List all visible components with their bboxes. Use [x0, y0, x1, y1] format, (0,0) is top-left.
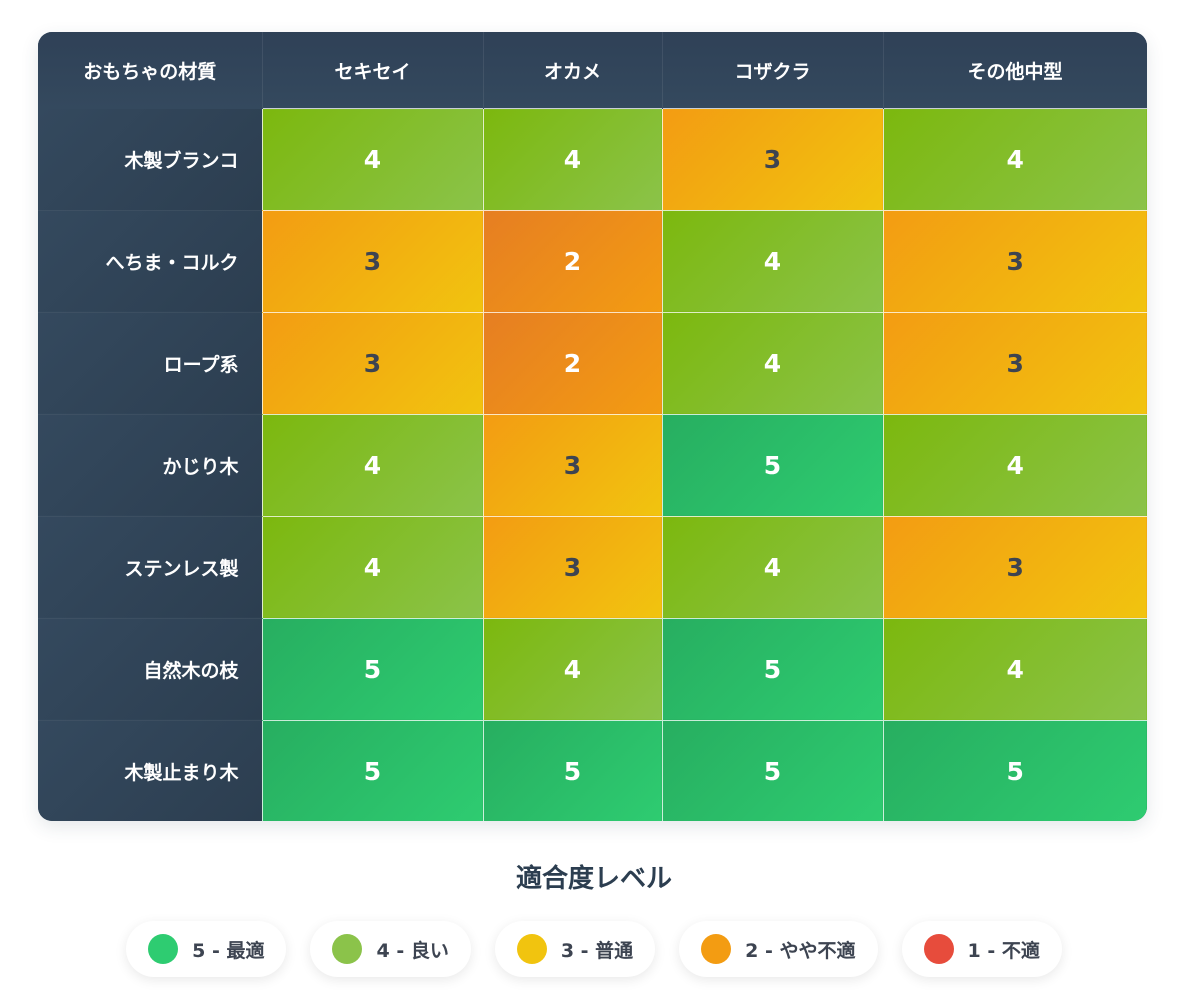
heatmap-cell: 3 — [261, 209, 483, 312]
heatmap-cell: 4 — [661, 515, 883, 618]
heatmap-cell: 4 — [661, 209, 883, 312]
heatmap-cell: 5 — [882, 719, 1147, 821]
heatmap-cell: 4 — [482, 108, 662, 210]
heatmap-cell: 3 — [882, 209, 1147, 312]
heatmap-cell: 4 — [261, 515, 483, 618]
heatmap-cell: 5 — [482, 719, 662, 821]
legend-item: 5 - 最適 — [126, 921, 287, 977]
heatmap-row: 自然木の枝 5 4 5 4 — [38, 617, 1147, 721]
row-header: ステンレス製 — [38, 516, 262, 619]
legend-swatch — [148, 934, 179, 964]
heatmap-cell: 4 — [261, 413, 483, 516]
row-header: 木製止まり木 — [38, 720, 262, 821]
legend-swatch — [332, 934, 363, 964]
column-header: その他中型 — [883, 32, 1147, 109]
heatmap-cell: 5 — [661, 413, 883, 516]
heatmap-cell: 3 — [261, 311, 483, 414]
heatmap-row: ロープ系 3 2 4 3 — [38, 311, 1147, 415]
row-header: ロープ系 — [38, 312, 262, 415]
heatmap-row: ステンレス製 4 3 4 3 — [38, 515, 1147, 619]
column-header: セキセイ — [262, 32, 484, 109]
heatmap-cell: 4 — [482, 617, 662, 720]
heatmap-cell: 3 — [482, 413, 662, 516]
heatmap-row: 木製ブランコ 4 4 3 4 — [38, 108, 1147, 211]
legend-item: 4 - 良い — [310, 921, 471, 977]
legend-item: 2 - やや不適 — [679, 921, 878, 977]
legend-swatch — [923, 934, 954, 964]
legend-label: 5 - 最適 — [192, 939, 265, 962]
legend-title: 適合度レベル — [515, 864, 672, 894]
heatmap-cell: 3 — [882, 515, 1147, 618]
heatmap-cell: 5 — [261, 719, 483, 821]
heatmap-row: かじり木 4 3 5 4 — [38, 413, 1147, 517]
heatmap-row: へちま・コルク 3 2 4 3 — [38, 209, 1147, 313]
heatmap-cell: 2 — [482, 311, 662, 414]
heatmap-cell: 3 — [482, 515, 662, 618]
row-header: かじり木 — [38, 414, 262, 517]
row-header: 自然木の枝 — [38, 618, 262, 721]
legend-label: 1 - 不適 — [967, 939, 1040, 962]
legend-label: 3 - 普通 — [560, 939, 634, 962]
heatmap-cell: 4 — [882, 413, 1147, 516]
heatmap-table: おもちゃの材質 セキセイ オカメ コザクラ その他中型 木製ブランコ 4 4 3 4 へち… — [38, 32, 1147, 821]
legend-item: 3 - 普通 — [494, 921, 656, 977]
heatmap-cell: 4 — [261, 108, 483, 210]
heatmap-body: 木製ブランコ 4 4 3 4 へちま・コルク 3 2 4 3 ロープ系 3 2 4 3 かじり木 4 3 5 4 ステン… — [38, 108, 1147, 821]
heatmap-cell: 5 — [661, 719, 883, 821]
corner-label: おもちゃの材質 — [38, 32, 263, 109]
legend-item: 1 - 不適 — [901, 921, 1062, 977]
heatmap-cell: 4 — [882, 617, 1147, 720]
heatmap-cell: 5 — [261, 617, 483, 720]
column-header: オカメ — [483, 32, 663, 109]
legend: 5 - 最適 4 - 良い 3 - 普通 2 - やや不適 1 - 不適 — [0, 921, 1188, 977]
heatmap-cell: 4 — [661, 311, 883, 414]
row-header: へちま・コルク — [38, 210, 262, 313]
legend-label: 2 - やや不適 — [745, 939, 856, 962]
heatmap-cell: 3 — [882, 311, 1147, 414]
heatmap-cell: 3 — [661, 108, 883, 210]
heatmap-cell: 4 — [882, 108, 1147, 210]
row-header: 木製ブランコ — [38, 108, 262, 211]
column-header: コザクラ — [662, 32, 884, 109]
legend-swatch — [701, 934, 732, 964]
heatmap-card: おもちゃの材質 セキセイ オカメ コザクラ その他中型 木製ブランコ 4 4 3 4 へち… — [38, 32, 1147, 821]
legend-label: 4 - 良い — [376, 939, 449, 962]
heatmap-cell: 2 — [482, 209, 662, 312]
heatmap-row: 木製止まり木 5 5 5 5 — [38, 719, 1147, 821]
legend-swatch — [516, 934, 547, 964]
heatmap-cell: 5 — [661, 617, 883, 720]
header-row: おもちゃの材質 セキセイ オカメ コザクラ その他中型 — [38, 32, 1147, 109]
